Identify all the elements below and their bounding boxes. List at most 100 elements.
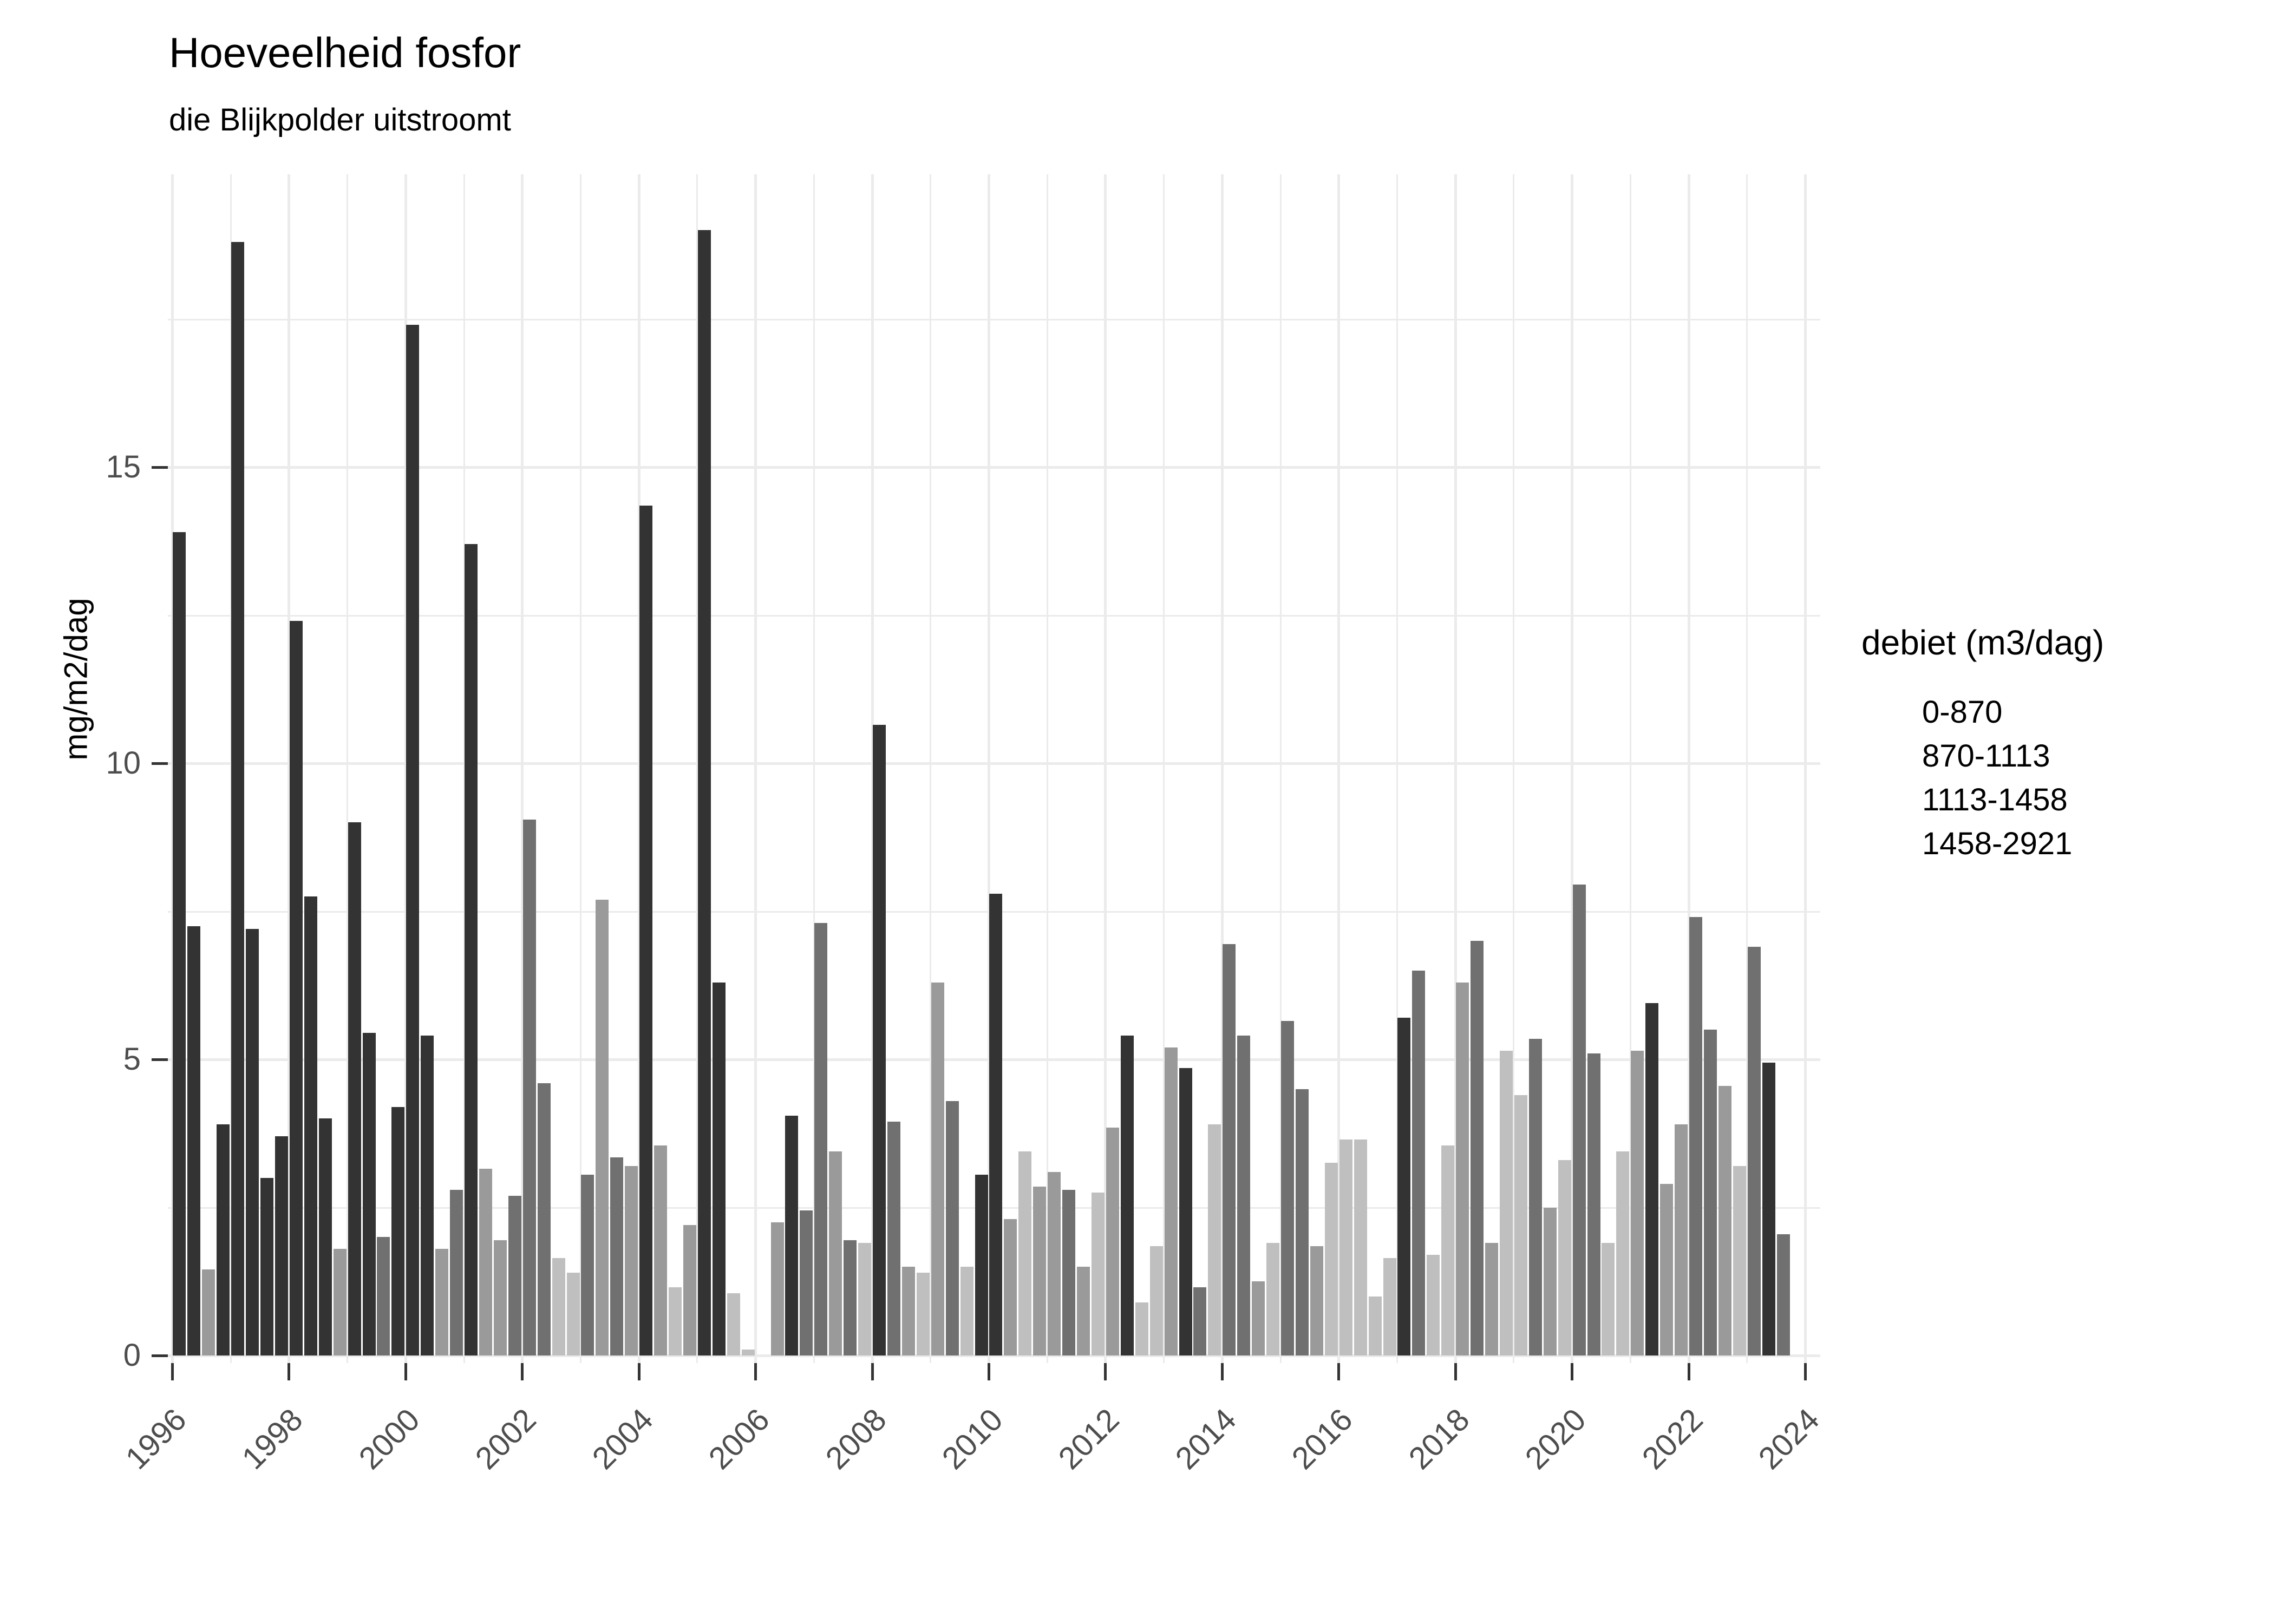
bar-2010-q3	[1018, 1151, 1032, 1355]
legend-entry: 1113-1458	[1861, 780, 2262, 819]
bar-2007-q4	[858, 1243, 872, 1355]
bar-2003-q2	[596, 899, 609, 1355]
legend-label: 1458-2921	[1922, 826, 2073, 861]
bar-1997-q1	[231, 242, 245, 1355]
bar-2000-q4	[450, 1189, 463, 1355]
bar-2022-q4	[1733, 1165, 1746, 1355]
bar-2002-q2	[537, 1083, 551, 1355]
bar-2018-q4	[1499, 1050, 1513, 1355]
gridline-y-major	[168, 466, 1820, 469]
gridline-x-minor	[463, 174, 465, 1363]
x-tick	[1571, 1363, 1574, 1380]
bar-2010-q1	[989, 893, 1003, 1355]
bar-2001-q1	[465, 544, 478, 1355]
gridline-x-major	[1803, 174, 1807, 1363]
bar-2021-q1	[1631, 1050, 1644, 1355]
bar-2008-q1	[873, 724, 886, 1355]
bar-2007-q3	[844, 1240, 857, 1355]
y-tick	[152, 466, 168, 469]
bar-2001-q4	[508, 1195, 521, 1355]
bar-1996-q1	[173, 532, 186, 1355]
x-tick	[1337, 1363, 1341, 1380]
gridline-x-major	[1220, 174, 1224, 1363]
bar-2016-q4	[1383, 1258, 1396, 1355]
bar-1996-q2	[187, 926, 201, 1355]
bar-2016-q3	[1368, 1296, 1382, 1355]
x-tick	[404, 1363, 407, 1380]
x-tick	[754, 1363, 757, 1380]
bar-2019-q3	[1543, 1207, 1557, 1355]
bar-2023-q1	[1747, 947, 1761, 1355]
bar-1996-q4	[217, 1124, 230, 1355]
bar-2005-q3	[727, 1293, 740, 1355]
bar-2009-q1	[931, 982, 944, 1355]
bar-2007-q2	[829, 1151, 842, 1355]
bar-2020-q1	[1572, 885, 1586, 1355]
bar-1997-q4	[275, 1136, 288, 1355]
bar-1996-q3	[202, 1269, 215, 1355]
y-tick-label: 10	[106, 745, 141, 781]
bar-1999-q2	[362, 1032, 376, 1355]
bar-2013-q3	[1193, 1287, 1207, 1355]
legend-swatch-870-1113	[1861, 736, 1900, 775]
bar-2017-q4	[1441, 1145, 1455, 1355]
bar-2015-q4	[1324, 1163, 1338, 1355]
chart-subtitle: die Blijkpolder uitstroomt	[169, 102, 511, 137]
bar-1999-q4	[391, 1106, 405, 1355]
bar-1999-q1	[348, 822, 361, 1355]
bar-2018-q1	[1456, 982, 1469, 1355]
bar-2016-q2	[1354, 1139, 1367, 1355]
bar-2022-q1	[1689, 917, 1703, 1355]
x-tick	[1803, 1363, 1807, 1380]
x-tick	[987, 1363, 990, 1380]
bar-2006-q2	[770, 1222, 784, 1355]
bar-2013-q4	[1208, 1124, 1221, 1355]
bar-2009-q2	[945, 1101, 959, 1355]
bar-2012-q3	[1135, 1302, 1148, 1355]
gridline-x-minor	[1279, 174, 1282, 1363]
bar-2004-q1	[639, 506, 653, 1355]
bar-2005-q4	[741, 1350, 755, 1355]
bar-2010-q4	[1033, 1187, 1047, 1355]
bar-2010-q2	[1004, 1219, 1017, 1355]
bar-1998-q3	[318, 1118, 332, 1355]
bar-2019-q1	[1514, 1095, 1527, 1355]
bar-2014-q2	[1237, 1036, 1251, 1355]
gridline-x-major	[521, 174, 524, 1363]
gridline-x-major	[637, 174, 641, 1363]
x-tick	[1687, 1363, 1690, 1380]
bar-1998-q1	[289, 621, 303, 1355]
gridline-x-minor	[1163, 174, 1165, 1363]
bar-2008-q4	[916, 1272, 930, 1355]
x-tick	[1220, 1363, 1224, 1380]
legend-entry: 0-870	[1861, 692, 2262, 731]
bar-2000-q2	[421, 1036, 434, 1355]
bar-1998-q2	[304, 896, 317, 1356]
x-tick	[637, 1363, 641, 1380]
bar-2020-q3	[1602, 1243, 1615, 1355]
bar-2013-q2	[1179, 1068, 1192, 1355]
x-tick	[521, 1363, 524, 1380]
bar-2011-q3	[1077, 1266, 1090, 1355]
bar-2015-q1	[1281, 1020, 1295, 1355]
y-tick	[152, 762, 168, 765]
bar-2002-q3	[552, 1258, 565, 1355]
bar-2021-q2	[1645, 1003, 1659, 1355]
bar-2009-q4	[975, 1175, 988, 1355]
bar-2003-q4	[625, 1165, 638, 1355]
bar-2023-q2	[1762, 1062, 1775, 1355]
legend-swatch-1113-1458	[1861, 780, 1900, 819]
legend-entry: 1458-2921	[1861, 824, 2262, 863]
gridline-x-minor	[579, 174, 581, 1363]
gridline-x-major	[171, 174, 174, 1363]
bar-1997-q2	[246, 929, 259, 1355]
x-tick	[171, 1363, 174, 1380]
legend-swatch-0-870	[1861, 692, 1900, 731]
legend-label: 870-1113	[1922, 738, 2050, 774]
bar-2011-q2	[1062, 1189, 1076, 1355]
bar-2022-q2	[1703, 1030, 1717, 1355]
gridline-x-minor	[930, 174, 932, 1363]
bar-2017-q3	[1427, 1255, 1440, 1355]
